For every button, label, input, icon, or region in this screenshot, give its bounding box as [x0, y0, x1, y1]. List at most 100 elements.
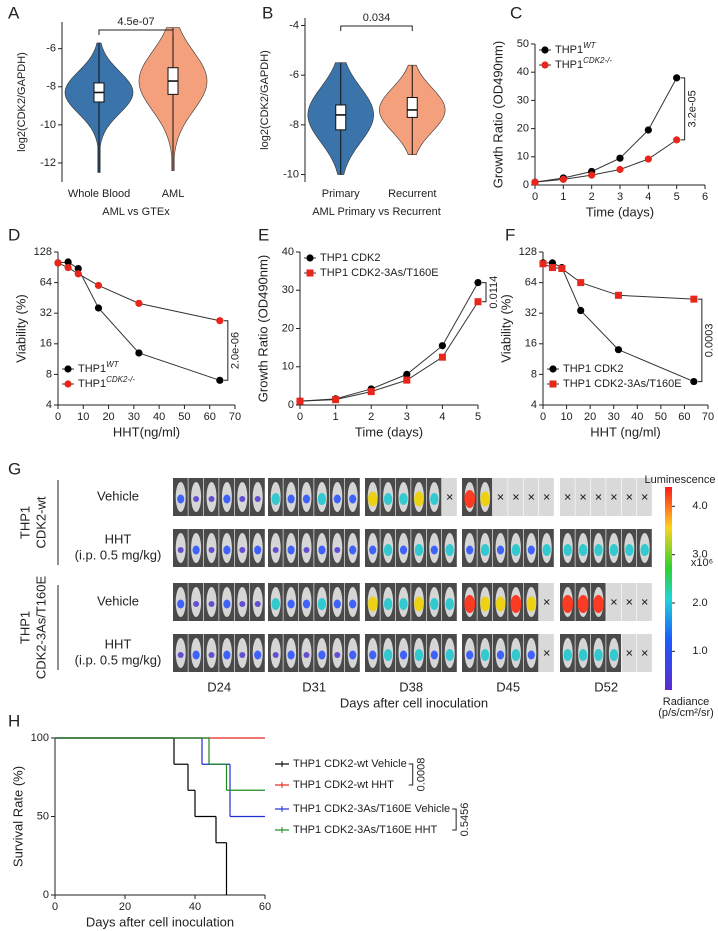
y-axis-label: log2(CDK2/GAPDH) [259, 50, 271, 150]
imaging-cell [173, 583, 265, 621]
marker [673, 136, 681, 144]
x-tick-label: 60 [678, 411, 690, 423]
legend-name: THP1 CDK2 [563, 363, 624, 375]
row-label: (i.p. 0.5 mg/kg) [75, 547, 162, 562]
legend-marker [64, 365, 72, 373]
bracket [482, 282, 487, 303]
legend-marker [549, 365, 557, 373]
marker [644, 126, 652, 134]
dead-mark [626, 494, 633, 500]
bracket [340, 25, 413, 31]
marker [367, 388, 375, 396]
bracket [697, 298, 703, 383]
signal [349, 494, 357, 504]
legend-name: THP1 CDK2-3As/T160E [320, 267, 439, 279]
row-label: HHT [105, 531, 132, 546]
signal [578, 649, 588, 661]
annotation: 0.0003 [704, 324, 716, 358]
imaging-cell [560, 583, 652, 621]
x-tick-label: 10 [77, 411, 89, 423]
signal [480, 544, 490, 556]
imaging-cell [462, 583, 554, 621]
signal [334, 547, 341, 553]
y-tick-label: 20 [517, 123, 529, 135]
y-tick-label: 50 [37, 810, 49, 822]
annotation: 4.5e-07 [117, 16, 154, 28]
legend-label: THP1 CDK2 [320, 252, 381, 264]
legend-name: THP1 CDK2-3As/T160E [563, 378, 682, 390]
signal [192, 545, 200, 555]
legend-marker [549, 380, 557, 388]
imaging-cell [365, 478, 457, 516]
x-tick-label: 70 [229, 411, 241, 423]
bracket [223, 320, 229, 381]
signal [349, 650, 357, 660]
imaging-cell [365, 634, 457, 672]
y-tick-label: -8 [46, 81, 56, 93]
legend-superscript: WT [583, 41, 597, 50]
marker [216, 376, 224, 384]
y-tick-label: 16 [40, 338, 52, 350]
y-axis-label: Growth Ratio (OD490nm) [490, 41, 505, 188]
signal [193, 496, 200, 502]
signal [223, 545, 231, 555]
signal [594, 649, 603, 661]
annotation: 0.034 [363, 12, 391, 24]
marker [531, 178, 539, 186]
x-tick-label: 5 [475, 411, 481, 423]
x-tick-label: 40 [631, 411, 643, 423]
x-tick-label: 20 [102, 411, 114, 423]
legend-label: THP1WT [78, 360, 120, 375]
marker [474, 298, 482, 306]
dead-mark [543, 650, 550, 656]
marker [548, 264, 556, 272]
signal [287, 599, 295, 609]
category-label: Primary [322, 188, 360, 200]
x-tick-label: 0 [297, 411, 303, 423]
dead-mark [641, 650, 648, 656]
marker [690, 377, 698, 386]
colorbar-footer: (p/s/cm²/sr) [658, 707, 714, 719]
marker [588, 171, 596, 179]
x-tick-label: 50 [655, 411, 667, 423]
panel-letter: B [262, 3, 273, 22]
signal [272, 547, 279, 553]
legend-label: THP1 CDK2-3As/T160E HHT [293, 824, 438, 836]
y-axis-label: Viability (%) [498, 294, 513, 362]
group-label: CDK2-wt [33, 496, 48, 548]
marker [64, 258, 72, 266]
signal [466, 650, 474, 660]
x-axis-label: AML Primary vs Recurrent [312, 206, 441, 218]
legend-name: THP1 [555, 44, 583, 56]
y-tick-label: 30 [282, 284, 294, 296]
signal [349, 599, 357, 609]
signal [578, 544, 588, 556]
y-tick-label: 40 [517, 66, 529, 78]
imaging-cell [560, 478, 652, 516]
signal [192, 650, 200, 660]
signal [177, 652, 184, 658]
y-tick-label: 30 [517, 94, 529, 106]
signal [239, 547, 246, 553]
signal [287, 545, 295, 555]
y-tick-label: 10 [282, 361, 294, 373]
x-tick-label: 0 [55, 411, 61, 423]
signal [193, 601, 200, 607]
signal [223, 599, 231, 609]
marker [403, 370, 411, 378]
y-tick-label: -10 [40, 119, 56, 131]
marker [690, 295, 698, 303]
signal [640, 544, 649, 556]
x-axis-label: AML vs GTEx [102, 206, 170, 218]
day-label: D52 [594, 679, 618, 694]
x-tick-label: 4 [439, 411, 445, 423]
signal [414, 596, 424, 612]
signal [445, 544, 454, 556]
series-line [57, 262, 220, 322]
marker [616, 154, 624, 162]
imaging-cell [365, 583, 457, 621]
signal [563, 649, 572, 661]
legend-marker [541, 46, 549, 54]
marker [577, 306, 585, 315]
y-tick-label: 8 [531, 368, 537, 380]
